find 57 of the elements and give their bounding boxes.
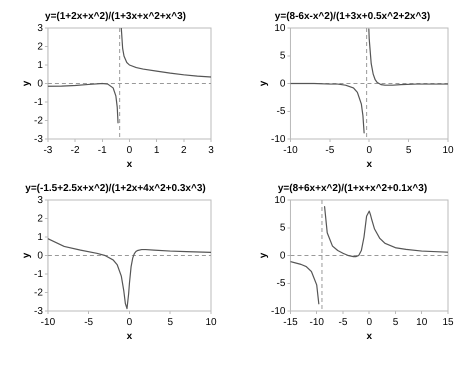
x-tick-label: 10	[205, 316, 217, 328]
x-tick-label: 5	[392, 316, 399, 328]
y-tick-label: -10	[271, 134, 286, 145]
y-tick-label: 5	[280, 222, 286, 234]
y-tick-label: 1	[37, 232, 44, 243]
x-tick-label: -5	[325, 144, 335, 156]
x-tick-label: -1	[98, 144, 108, 156]
y-tick-label: -2	[34, 287, 44, 298]
y-tick-label: 2	[37, 41, 44, 52]
x-tick-label: 10	[442, 144, 454, 156]
chart-title: y=(1+2x+x^2)/(1+3x+x^2+x^3)	[45, 10, 186, 22]
y-tick-label: 0	[37, 78, 44, 90]
y-tick-label: -10	[271, 306, 286, 317]
y-tick-label: -3	[34, 134, 44, 145]
x-tick-label: 0	[126, 144, 133, 156]
y-tick-label: -2	[34, 115, 44, 126]
y-axis-title: y	[258, 252, 269, 258]
y-tick-label: 5	[280, 50, 286, 62]
x-tick-label: 3	[208, 144, 214, 156]
y-tick-label: 0	[280, 78, 286, 90]
x-tick-label: 15	[442, 316, 454, 328]
y-tick-label: -1	[34, 268, 44, 280]
y-tick-label: 3	[37, 22, 44, 34]
x-tick-label: -2	[70, 144, 80, 156]
x-tick-label: -5	[84, 316, 94, 328]
x-axis-title: x	[366, 330, 372, 342]
y-tick-label: 10	[274, 194, 286, 206]
chart-title: y=(8+6x+x^2)/(1+x+x^2+0.1x^3)	[278, 182, 428, 194]
y-tick-label: -3	[34, 306, 44, 317]
x-tick-label: -15	[283, 316, 298, 328]
y-tick-label: 1	[37, 60, 44, 71]
chart-title: y=(-1.5+2.5x+x^2)/(1+2x+4x^2+0.3x^3)	[25, 182, 206, 194]
y-axis-title: y	[20, 80, 32, 86]
x-tick-label: -5	[338, 316, 348, 328]
y-tick-label: -1	[34, 96, 44, 108]
y-axis-title: y	[20, 252, 32, 258]
x-axis-title: x	[126, 330, 133, 342]
y-axis-title: y	[258, 80, 269, 86]
y-tick-label: 0	[280, 250, 286, 262]
chart-title: y=(8-6x-x^2)/(1+3x+0.5x^2+2x^3)	[274, 10, 430, 22]
y-tick-label: -5	[276, 278, 286, 289]
y-tick-label: 10	[274, 22, 286, 34]
y-tick-label: -5	[276, 106, 286, 117]
x-tick-label: 0	[126, 316, 133, 328]
x-axis-title: x	[366, 158, 372, 170]
y-tick-label: 2	[37, 213, 44, 224]
x-axis-title: x	[126, 158, 133, 170]
x-tick-label: 10	[416, 316, 428, 328]
x-tick-label: 0	[366, 316, 372, 328]
x-tick-label: 1	[154, 144, 160, 156]
x-tick-label: 5	[406, 144, 412, 156]
y-tick-label: 3	[37, 194, 44, 206]
x-tick-label: 5	[167, 316, 174, 328]
x-tick-label: 0	[366, 144, 372, 156]
y-tick-label: 0	[37, 250, 44, 262]
x-tick-label: 2	[181, 144, 188, 156]
x-tick-label: -10	[309, 316, 324, 328]
